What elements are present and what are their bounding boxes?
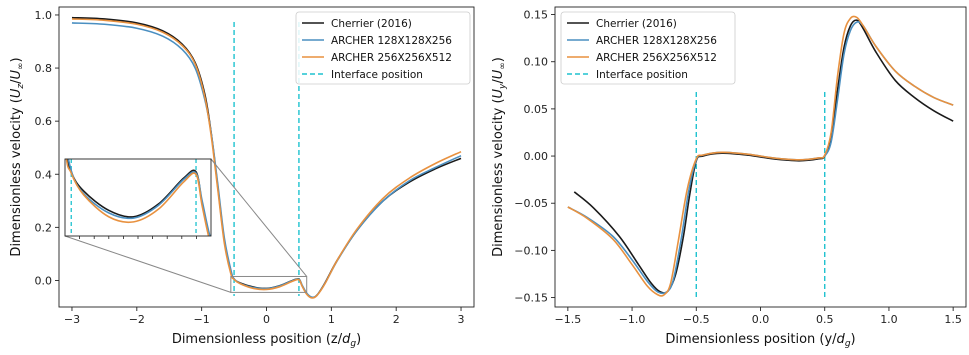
- legend-box: [295, 11, 471, 85]
- legend-entry-2: ARCHER 128X128X256: [596, 35, 717, 47]
- series-line-3: [567, 15, 954, 297]
- x-tick-label-5: 0.5: [816, 313, 834, 326]
- series-line-3: [71, 18, 462, 299]
- inset-series-line-3: [65, 159, 210, 236]
- x-tick-label-1: −1.5: [554, 313, 581, 326]
- chart-panel-2: −1.5 −1.0 −0.5 0.0 0.5 1.0 1.5 −0.15 −0.10 −0.05 0…: [491, 6, 967, 349]
- y-tick-label-2: −0.10: [514, 244, 548, 257]
- x-tick-label-7: 1.5: [944, 313, 962, 326]
- y-tick-label-5: 0.05: [524, 103, 549, 116]
- y-tick-label-6: 1.0: [35, 9, 53, 22]
- y-tick-label-1: −0.15: [514, 292, 548, 305]
- legend-entry-4: Interface position: [331, 69, 423, 81]
- x-tick-label-7: 3: [458, 313, 465, 326]
- legend-entry-1: Cherrier (2016): [596, 18, 677, 30]
- y-tick-label-4: 0.6: [35, 115, 53, 128]
- zoom-connector-1: [210, 158, 308, 277]
- y-tick-label-5: 0.8: [35, 62, 53, 75]
- legend-entry-1: Cherrier (2016): [331, 18, 412, 30]
- y-axis-label: Dimensionless velocity (Uy/U∞): [491, 57, 508, 257]
- x-tick-label-6: 1.0: [880, 313, 898, 326]
- x-tick-label-4: 0.0: [752, 313, 770, 326]
- x-tick-label-3: −0.5: [683, 313, 710, 326]
- y-axis-label: Dimensionless velocity (Uz/U∞): [9, 57, 26, 256]
- y-tick-label-2: 0.2: [35, 221, 53, 234]
- x-tick-label-1: −3: [64, 313, 80, 326]
- x-axis-label: Dimensionless position (y/dg): [665, 332, 855, 349]
- x-tick-label-5: 1: [328, 313, 335, 326]
- y-tick-label-4: 0.00: [524, 150, 549, 163]
- legend-entry-3: ARCHER 256X256X512: [596, 52, 717, 64]
- y-tick-label-3: −0.05: [514, 197, 548, 210]
- chart-panel-1: −3 −2 −1 0 1 2 3 0.0 0.2 0.4 0.6 0.8 1.0 Dimensionles…: [9, 6, 475, 349]
- y-tick-label-3: 0.4: [35, 168, 53, 181]
- y-tick-label-1: 0.0: [35, 274, 53, 287]
- x-tick-label-2: −2: [129, 313, 145, 326]
- x-tick-label-4: 0: [263, 313, 270, 326]
- zoom-region-box: [230, 275, 308, 293]
- legend-box: [560, 11, 736, 85]
- x-tick-label-2: −1.0: [619, 313, 646, 326]
- y-tick-label-6: 0.10: [524, 56, 549, 69]
- x-axis-label: Dimensionless position (z/dg): [172, 332, 361, 349]
- inset-series-line-2: [67, 159, 211, 236]
- legend-entry-4: Interface position: [596, 69, 688, 81]
- inset: [64, 158, 308, 293]
- legend: Cherrier (2016) ARCHER 128X128X256 ARCHER …: [560, 11, 736, 85]
- legend: Cherrier (2016) ARCHER 128X128X256 ARCHER …: [295, 11, 471, 85]
- y-tick-label-7: 0.15: [524, 9, 549, 22]
- legend-entry-2: ARCHER 128X128X256: [331, 35, 452, 47]
- series-line-1: [573, 19, 954, 294]
- x-tick-label-6: 2: [393, 313, 400, 326]
- legend-entry-3: ARCHER 256X256X512: [331, 52, 452, 64]
- zoom-connector-2: [64, 235, 231, 293]
- inset-series-line-1: [66, 159, 211, 236]
- x-tick-label-3: −1: [194, 313, 210, 326]
